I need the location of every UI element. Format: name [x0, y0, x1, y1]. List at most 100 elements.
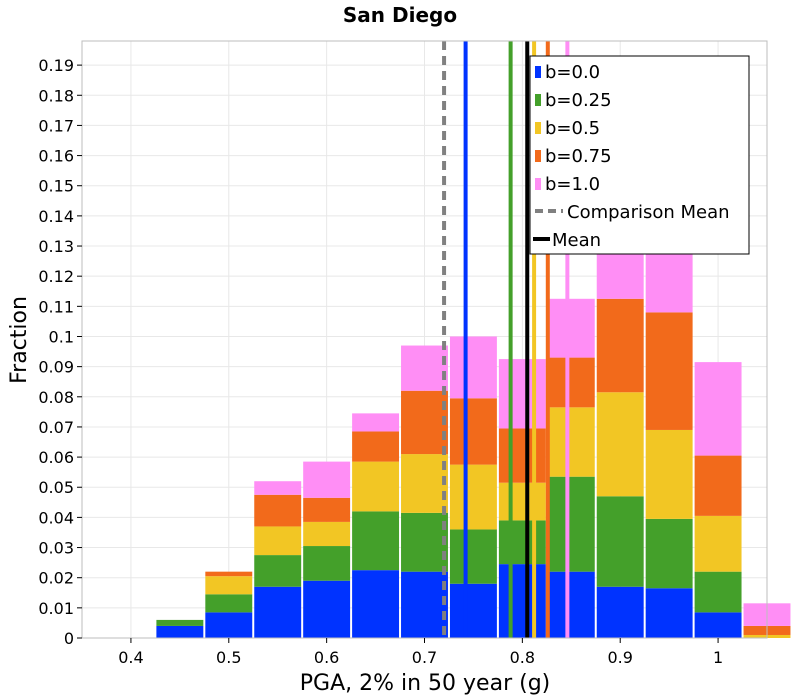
- bar-b-1-0-bin-5: [352, 413, 400, 432]
- bar-b-0-5-bin-6: [401, 454, 448, 513]
- bar-b-1-0-bin-7: [449, 336, 497, 399]
- x-tick-label: 0.5: [216, 648, 241, 667]
- bar-b-0-5-bin-8: [498, 482, 546, 521]
- legend-swatch-b-0-75: [535, 150, 541, 162]
- bar-b-0-25-bin-6: [401, 512, 448, 572]
- bar-b-0-25-bin-12: [694, 571, 742, 613]
- bar-b-0-0-bin-11: [645, 588, 693, 638]
- bar-b-0-0-bin-3: [254, 586, 302, 638]
- bar-b-0-0-bin-4: [303, 580, 351, 638]
- y-tick-label: 0.14: [38, 207, 74, 226]
- bar-b-0-5-bin-5: [352, 461, 400, 512]
- y-tick-label: 0.04: [38, 508, 74, 527]
- legend-box: [529, 55, 750, 255]
- y-tick-label: 0.02: [38, 569, 74, 588]
- legend-label-comparison-mean: Comparison Mean: [567, 202, 730, 223]
- y-tick-label: 0.19: [38, 56, 74, 75]
- bar-b-0-25-bin-7: [449, 529, 497, 584]
- bar-b-0-25-bin-4: [303, 546, 351, 581]
- y-tick-label: 0.07: [38, 418, 74, 437]
- bar-b-0-0-bin-2: [205, 612, 253, 638]
- y-tick-label: 0.17: [38, 116, 74, 135]
- bar-b-0-5-bin-4: [303, 521, 351, 547]
- y-tick-label: 0.18: [38, 86, 74, 105]
- bar-b-0-5-bin-3: [254, 526, 302, 556]
- bar-b-1-0-bin-4: [303, 461, 351, 498]
- y-tick-label: 0.01: [38, 599, 74, 618]
- y-axis-label: Fraction: [7, 296, 32, 384]
- bar-b-0-5-bin-12: [694, 515, 742, 572]
- bar-b-0-75-bin-7: [449, 398, 497, 465]
- x-axis-ticks: 0.4 0.5 0.6 0.7 0.8 0.9 1: [118, 638, 723, 667]
- bar-b-1-0-bin-3: [254, 481, 302, 495]
- bar-b-0-25-bin-9: [547, 476, 595, 572]
- bar-b-1-0-bin-9: [547, 298, 595, 358]
- bar-b-0-0-bin-7: [449, 583, 497, 638]
- bar-b-1-0-bin-8: [498, 359, 546, 429]
- legend-swatch-b-0-0: [535, 66, 541, 78]
- y-tick-label: 0.11: [38, 297, 74, 316]
- y-tick-label: 0.1: [49, 327, 74, 346]
- bar-b-0-75-bin-10: [596, 298, 644, 393]
- y-tick-label: 0.12: [38, 267, 74, 286]
- bar-b-0-0-bin-1: [156, 625, 204, 638]
- y-tick-label: 0.06: [38, 448, 74, 467]
- bar-b-0-75-bin-12: [694, 455, 742, 516]
- x-axis-label: PGA, 2% in 50 year (g): [300, 671, 551, 696]
- bar-b-0-25-bin-2: [205, 594, 253, 613]
- bar-b-0-25-bin-5: [352, 511, 400, 571]
- y-tick-label: 0.16: [38, 147, 74, 166]
- bar-b-0-25-bin-11: [645, 518, 693, 589]
- legend-swatch-b-1-0: [535, 178, 541, 190]
- bar-b-1-0-bin-12: [694, 362, 742, 456]
- bar-b-0-0-bin-10: [596, 586, 644, 638]
- bar-b-0-5-bin-2: [205, 576, 253, 595]
- bar-b-0-0-bin-5: [352, 570, 400, 638]
- legend-label-b-1-0: b=1.0: [545, 174, 600, 195]
- bar-b-1-0-bin-6: [401, 345, 448, 391]
- bar-b-0-5-bin-7: [449, 464, 497, 530]
- bar-b-0-75-bin-5: [352, 431, 400, 462]
- legend-swatch-b-0-25: [535, 94, 541, 106]
- bar-b-0-75-bin-3: [254, 494, 302, 527]
- bar-b-0-0-bin-6: [401, 571, 448, 638]
- y-tick-label: 0.15: [38, 177, 74, 196]
- bar-b-0-75-bin-4: [303, 497, 351, 522]
- histogram-bars: [156, 185, 791, 638]
- y-tick-label: 0.03: [38, 539, 74, 558]
- bar-b-0-5-bin-10: [596, 392, 644, 497]
- bar-b-0-0-bin-12: [694, 612, 742, 638]
- legend-swatch-b-0-5: [535, 122, 541, 134]
- legend-label-b-0-0: b=0.0: [545, 62, 600, 83]
- bar-b-0-25-bin-10: [596, 496, 644, 587]
- legend-label-b-0-75: b=0.75: [545, 146, 612, 167]
- bar-b-0-75-bin-11: [645, 312, 693, 430]
- bar-b-0-25-bin-3: [254, 555, 302, 587]
- x-tick-label: 0.7: [412, 648, 437, 667]
- bar-b-0-0-bin-8: [498, 564, 546, 638]
- bar-b-0-75-bin-8: [498, 428, 546, 483]
- x-tick-label: 1: [713, 648, 723, 667]
- bar-b-0-5-bin-11: [645, 429, 693, 519]
- bar-b-0-75-bin-6: [401, 390, 448, 455]
- bar-b-0-25-bin-1: [156, 619, 204, 626]
- x-tick-label: 0.4: [118, 648, 143, 667]
- x-tick-label: 0.6: [314, 648, 339, 667]
- legend-label-mean: Mean: [552, 230, 601, 251]
- x-tick-label: 0.9: [607, 648, 632, 667]
- bar-b-0-0-bin-9: [547, 571, 595, 638]
- legend-label-b-0-5: b=0.5: [545, 118, 600, 139]
- bar-b-0-25-bin-8: [498, 520, 546, 565]
- bar-b-0-75-bin-2: [205, 571, 253, 577]
- y-tick-label: 0.09: [38, 358, 74, 377]
- bar-b-0-75-bin-9: [547, 357, 595, 408]
- y-tick-label: 0.08: [38, 388, 74, 407]
- y-tick-label: 0.13: [38, 237, 74, 256]
- y-tick-label: 0: [64, 629, 74, 648]
- x-tick-label: 0.8: [510, 648, 535, 667]
- y-axis-ticks: 0 0.01 0.02 0.03 0.04 0.05 0.06 0.07 0.08 0.09 0.1…: [38, 56, 82, 648]
- y-tick-label: 0.05: [38, 478, 74, 497]
- bar-b-0-5-bin-9: [547, 407, 595, 477]
- legend-label-b-0-25: b=0.25: [545, 90, 612, 111]
